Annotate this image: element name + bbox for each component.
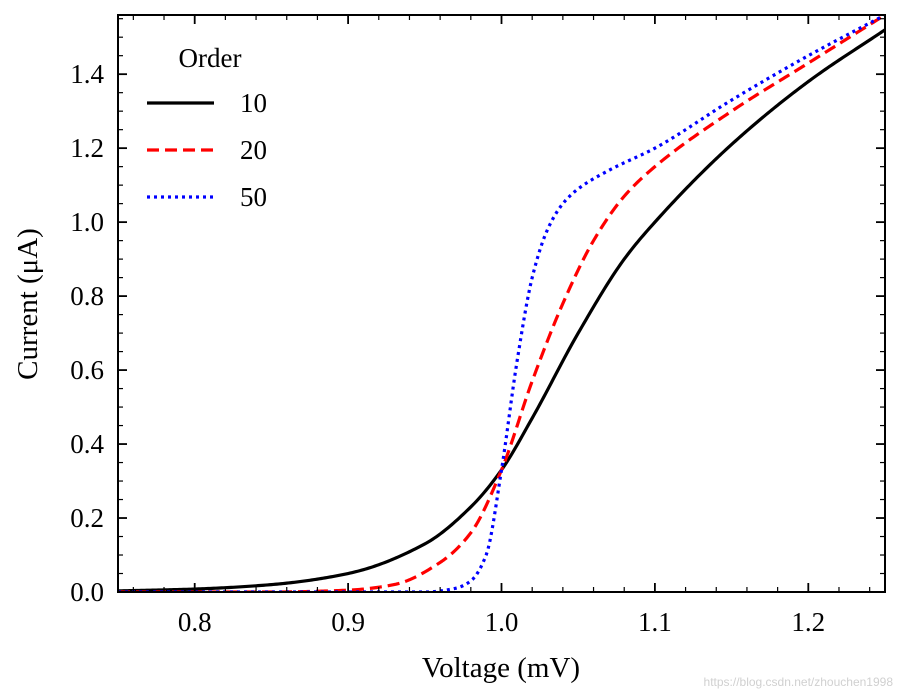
x-axis-title: Voltage (mV) [422,652,580,684]
x-tick-label: 1.2 [791,607,825,637]
y-axis-title: Current (μA) [12,228,44,380]
y-tick-label: 0.4 [70,429,104,459]
y-tick-label: 0.2 [70,503,104,533]
watermark-text: https://blog.csdn.net/zhouchen1998 [704,675,894,689]
legend-label-20: 20 [240,135,267,165]
y-tick-label: 0.8 [70,281,104,311]
legend-label-50: 50 [240,182,267,212]
legend-label-10: 10 [240,88,267,118]
labels-layer: 0.8 0.9 1.0 1.1 1.2 0.0 0.2 0.4 0.6 0.8 1.0 1.2 1.4 [70,59,825,637]
x-tick-label: 0.9 [331,607,365,637]
legend-title: Order [179,43,242,73]
lines-layer [118,15,885,592]
x-tick-label: 1.0 [485,607,519,637]
y-tick-label: 0.6 [70,355,104,385]
plot-frame [117,14,886,593]
x-tick-label: 0.8 [178,607,212,637]
y-tick-label: 1.2 [70,133,104,163]
y-tick-label: 0.0 [70,577,104,607]
series-line-20 [118,15,885,592]
y-tick-label: 1.0 [70,207,104,237]
series-line-10 [118,28,885,592]
legend: Order 10 20 50 [147,43,267,212]
ticks-layer [118,15,885,593]
series-line-50 [118,15,885,592]
y-tick-label: 1.4 [70,59,104,89]
x-tick-label: 1.1 [638,607,672,637]
